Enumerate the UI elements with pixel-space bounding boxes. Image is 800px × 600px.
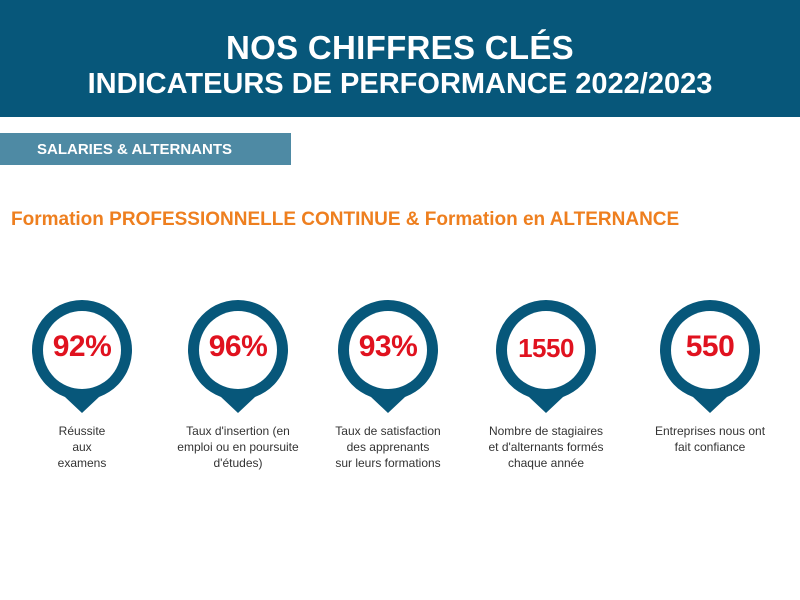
caption-line: sur leurs formations [335,456,441,470]
stat-value: 93% [358,330,418,363]
stat-card: 550 Entreprises nous ont fait confiance [630,297,790,477]
caption-line: examens [57,456,107,470]
map-pin-icon [333,297,443,415]
caption-line: Taux de satisfaction [335,424,441,438]
stat-value: 96% [208,330,268,363]
stat-caption: Nombre de stagiaires et d'alternants for… [466,423,626,471]
caption-line: d'études) [213,456,263,470]
caption-line: des apprenants [346,440,430,454]
section-tag-label: SALARIES & ALTERNANTS [37,141,232,158]
stat-card: 92% Réussite aux examens [2,297,162,477]
stat-card: 96% Taux d'insertion (en emploi ou en po… [158,297,318,477]
caption-line: fait confiance [674,440,746,454]
stat-card: 93% Taux de satisfaction des apprenants … [308,297,468,477]
stat-caption: Entreprises nous ont fait confiance [630,423,790,455]
page-title: NOS CHIFFRES CLÉS [226,29,574,66]
caption-line: et d'alternants formés [488,440,604,454]
caption-line: Taux d'insertion (en [186,424,290,438]
map-pin-icon [491,297,601,415]
stat-caption: Taux d'insertion (en emploi ou en poursu… [158,423,318,471]
caption-line: emploi ou en poursuite [177,440,299,454]
section-heading: Formation PROFESSIONNELLE CONTINUE & For… [11,209,680,230]
stat-card: 1550 Nombre de stagiaires et d'alternant… [466,297,626,477]
map-pin-icon [655,297,765,415]
stat-caption: Réussite aux examens [2,423,162,471]
map-pin-icon [183,297,293,415]
page-subtitle: INDICATEURS DE PERFORMANCE 2022/2023 [87,68,713,100]
caption-line: chaque année [507,456,585,470]
caption-line: aux [72,440,92,454]
stat-value: 550 [685,330,735,363]
section-tag: SALARIES & ALTERNANTS [0,133,291,165]
map-pin-icon [27,297,137,415]
caption-line: Réussite [58,424,106,438]
stat-caption: Taux de satisfaction des apprenants sur … [308,423,468,471]
caption-line: Nombre de stagiaires [488,424,604,438]
stat-value: 1550 [518,333,574,363]
caption-line: Entreprises nous ont [654,424,766,438]
header-banner: NOS CHIFFRES CLÉS INDICATEURS DE PERFORM… [0,0,800,117]
stat-value: 92% [52,330,112,363]
